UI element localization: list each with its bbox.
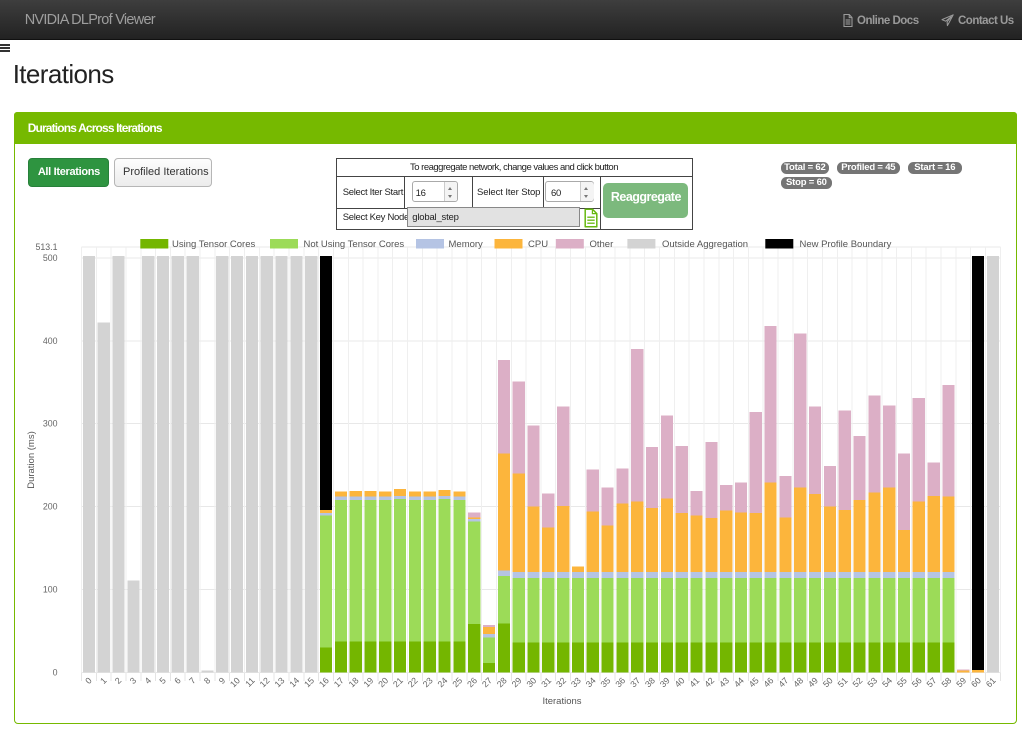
svg-text:400: 400: [43, 336, 58, 346]
svg-text:Memory: Memory: [449, 239, 484, 250]
svg-text:Other: Other: [590, 239, 614, 250]
svg-text:32: 32: [554, 675, 568, 689]
svg-text:11: 11: [243, 675, 257, 689]
svg-text:3: 3: [128, 675, 139, 686]
svg-text:Not Using Tensor Cores: Not Using Tensor Cores: [304, 239, 405, 250]
svg-text:0: 0: [83, 675, 94, 686]
svg-text:47: 47: [776, 675, 790, 689]
svg-text:8: 8: [202, 675, 213, 686]
svg-text:100: 100: [43, 584, 58, 594]
svg-text:New Profile Boundary: New Profile Boundary: [800, 239, 892, 250]
svg-text:7: 7: [187, 675, 198, 686]
svg-text:CPU: CPU: [528, 239, 548, 250]
svg-text:300: 300: [43, 419, 58, 429]
svg-text:2: 2: [113, 675, 124, 686]
svg-text:Outside Aggregation: Outside Aggregation: [662, 239, 748, 250]
svg-text:6: 6: [172, 675, 183, 686]
svg-text:42: 42: [702, 675, 716, 689]
svg-text:27: 27: [480, 675, 494, 689]
svg-text:513.1: 513.1: [35, 242, 57, 252]
svg-text:500: 500: [43, 253, 58, 263]
svg-text:52: 52: [851, 675, 865, 689]
svg-text:200: 200: [43, 502, 58, 512]
svg-text:Using Tensor Cores: Using Tensor Cores: [172, 239, 256, 250]
svg-text:37: 37: [628, 675, 642, 689]
svg-text:17: 17: [332, 675, 346, 689]
svg-text:4: 4: [143, 675, 154, 686]
svg-text:1: 1: [98, 675, 109, 686]
svg-text:9: 9: [217, 675, 228, 686]
svg-text:0: 0: [53, 667, 58, 677]
svg-text:Iterations: Iterations: [542, 696, 581, 707]
svg-text:5: 5: [157, 675, 168, 686]
svg-text:Duration (ms): Duration (ms): [26, 431, 37, 489]
